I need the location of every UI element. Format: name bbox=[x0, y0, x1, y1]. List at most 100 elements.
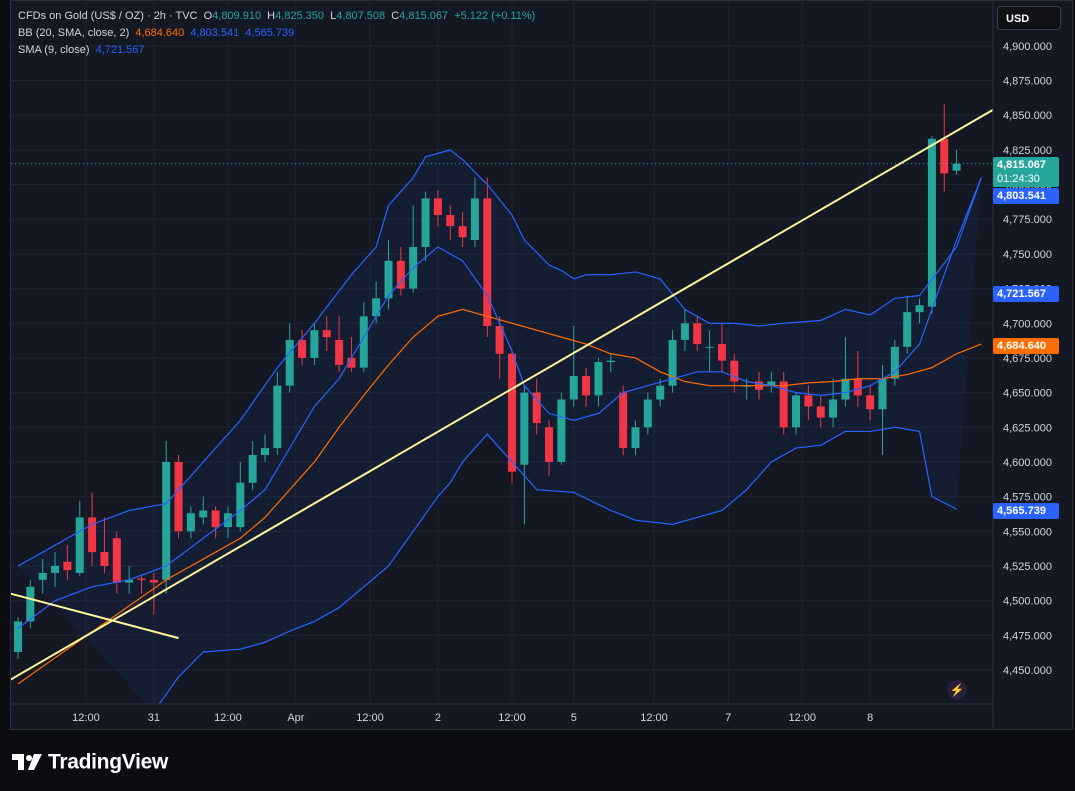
candle-body bbox=[767, 381, 776, 386]
y-tick-label: 4,675.000 bbox=[1003, 353, 1052, 365]
y-tick-label: 4,550.000 bbox=[1003, 526, 1052, 538]
bb-lower-price-label: 4,565.739 bbox=[993, 503, 1059, 519]
candle bbox=[816, 395, 825, 428]
bb-upper-price-label: 4,803.541 bbox=[993, 188, 1059, 204]
candle-body bbox=[557, 399, 566, 462]
candle bbox=[693, 316, 702, 351]
x-tick-label: 7 bbox=[725, 712, 731, 724]
brand-name: TradingView bbox=[48, 750, 169, 774]
candle-body bbox=[693, 323, 702, 345]
candle-body bbox=[458, 226, 467, 238]
candle-body bbox=[174, 461, 183, 532]
candle bbox=[470, 177, 479, 247]
candle bbox=[668, 330, 677, 393]
candle bbox=[335, 316, 344, 372]
candle bbox=[396, 246, 405, 296]
candle bbox=[643, 392, 652, 435]
bb-upper-line bbox=[17, 149, 982, 567]
candle-body bbox=[853, 378, 862, 396]
trendline-short bbox=[11, 592, 179, 640]
candle-body bbox=[470, 198, 479, 241]
candle-body bbox=[347, 357, 356, 368]
candle-body bbox=[100, 552, 109, 566]
candle-body bbox=[248, 455, 257, 483]
currency-button[interactable]: USD bbox=[997, 6, 1061, 30]
candle bbox=[532, 378, 541, 435]
candle-body bbox=[75, 517, 84, 573]
candle bbox=[545, 420, 554, 476]
low-label: L bbox=[330, 10, 337, 22]
y-tick-label: 4,875.000 bbox=[1003, 76, 1052, 88]
x-tick-label: 12:00 bbox=[214, 712, 242, 724]
candle bbox=[100, 517, 109, 573]
candle-body bbox=[236, 482, 245, 528]
legend-sma[interactable]: SMA (9, close) 4,721.567 bbox=[18, 43, 148, 57]
candle-body bbox=[545, 427, 554, 462]
candle-body bbox=[866, 395, 875, 410]
candle bbox=[347, 337, 356, 372]
candle-body bbox=[619, 392, 628, 449]
candle bbox=[915, 298, 924, 324]
lightning-icon[interactable]: ⚡ bbox=[947, 680, 967, 700]
bb-basis-line bbox=[17, 308, 982, 685]
y-tick-label: 4,850.000 bbox=[1003, 110, 1052, 122]
candle bbox=[557, 392, 566, 465]
candle-body bbox=[495, 326, 504, 354]
candle bbox=[446, 205, 455, 241]
grid bbox=[11, 1, 993, 704]
candle-body bbox=[606, 360, 615, 363]
candle bbox=[940, 104, 949, 192]
candle bbox=[236, 461, 245, 532]
y-tick-label: 4,450.000 bbox=[1003, 665, 1052, 677]
tradingview-logo[interactable]: TradingView bbox=[12, 750, 168, 774]
x-tick-label: 12:00 bbox=[72, 712, 100, 724]
candle bbox=[631, 420, 640, 456]
candle-body bbox=[310, 330, 319, 358]
candle bbox=[14, 617, 22, 659]
sma-label: SMA (9, close) bbox=[18, 44, 90, 56]
candle bbox=[483, 177, 492, 338]
legend-bb[interactable]: BB (20, SMA, close, 2) 4,684.640 4,803.5… bbox=[18, 26, 297, 40]
candle-body bbox=[372, 298, 381, 317]
x-tick-label: 2 bbox=[435, 712, 441, 724]
candle bbox=[149, 572, 158, 615]
y-tick-label: 4,750.000 bbox=[1003, 249, 1052, 261]
y-tick-label: 4,825.000 bbox=[1003, 145, 1052, 157]
price-chart[interactable]: 4,450.000 4,475.000 4,500.000 4,525.000 4,55… bbox=[0, 0, 1075, 730]
x-tick-label: Apr bbox=[287, 712, 304, 724]
candle bbox=[186, 506, 195, 539]
candle bbox=[199, 496, 208, 525]
sma-price-label: 4,721.567 bbox=[993, 286, 1059, 302]
candle-body bbox=[582, 375, 591, 396]
legend-symbol[interactable]: CFDs on Gold (US$ / OZ) · 2h · TVC bbox=[18, 10, 198, 22]
candle-body bbox=[915, 305, 924, 313]
high-value: 4,825.350 bbox=[275, 10, 325, 22]
x-tick-label: 31 bbox=[148, 712, 160, 724]
candle bbox=[952, 149, 961, 175]
candle-body bbox=[186, 513, 195, 532]
candle-body bbox=[396, 260, 405, 289]
candle-body bbox=[38, 572, 47, 580]
candle-body bbox=[359, 316, 368, 368]
candle-body bbox=[816, 406, 825, 418]
candle-body bbox=[730, 360, 739, 382]
candle bbox=[903, 295, 912, 354]
bb-fill bbox=[18, 149, 982, 704]
close-value: 4,815.067 bbox=[399, 10, 449, 22]
candle bbox=[75, 500, 84, 576]
candle bbox=[458, 212, 467, 247]
candle-body bbox=[322, 330, 331, 338]
candle-body bbox=[199, 510, 208, 518]
y-tick-label: 4,700.000 bbox=[1003, 318, 1052, 330]
candle bbox=[767, 371, 776, 393]
last-price-value: 4,815.067 bbox=[997, 159, 1046, 171]
candle bbox=[261, 434, 269, 462]
sma-value: 4,721.567 bbox=[95, 44, 145, 56]
candle bbox=[606, 353, 615, 372]
candle bbox=[384, 240, 393, 310]
candle bbox=[890, 339, 899, 386]
candle-body bbox=[483, 198, 492, 327]
candle bbox=[51, 552, 60, 587]
candle-body bbox=[149, 579, 158, 583]
candle bbox=[520, 385, 529, 525]
